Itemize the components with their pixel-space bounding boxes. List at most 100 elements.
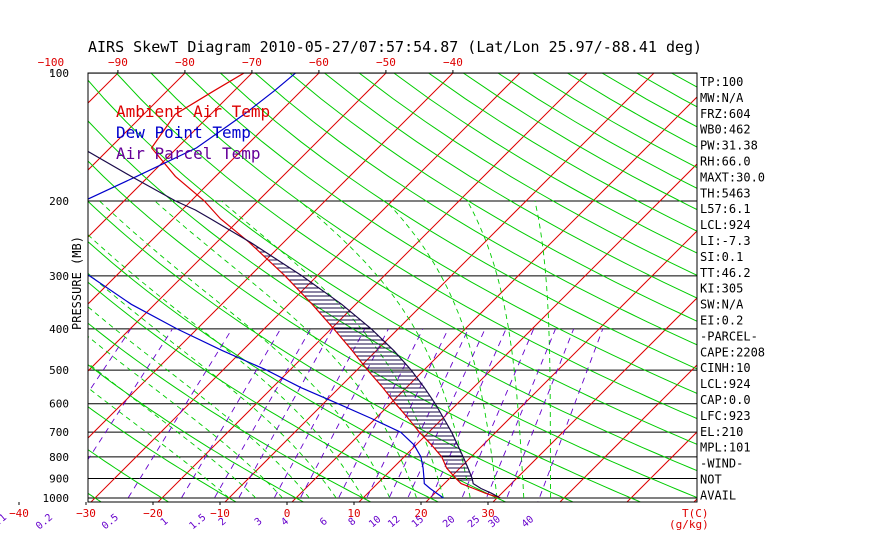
sounding-index-label: LCL:924 [700, 218, 751, 232]
dry-adiabat-line [88, 322, 372, 502]
mixing-ratio-line [336, 328, 424, 502]
mixing-ratio-tick-label: 0.2 [34, 512, 55, 532]
mixing-ratio-tick-label: 0.1 [0, 512, 9, 532]
dry-adiabat-line [88, 364, 305, 502]
mixing-ratio-line [297, 328, 389, 502]
moist-adiabat-line [88, 362, 257, 499]
dry-adiabat-line [393, 73, 697, 254]
dry-adiabat-line [463, 73, 697, 211]
isotherm-line [224, 73, 655, 502]
dry-adiabat-line [150, 73, 697, 420]
mixing-ratio-line [271, 328, 366, 502]
dry-adiabat-line [88, 492, 103, 502]
moist-adiabat-line [154, 200, 418, 499]
mixing-ratio-tick-label: 10 [367, 514, 383, 530]
moist-adiabat-line [88, 272, 337, 499]
mixing-ratio-line [88, 328, 132, 394]
top-temp-tick-label: −80 [175, 56, 195, 69]
parcel-temp-line [88, 150, 501, 499]
sounding-index-label: LCL:924 [700, 377, 751, 391]
bottom-temp-tick-label: −20 [143, 507, 163, 520]
legend-dew-point-temp: Dew Point Temp [116, 123, 251, 142]
pressure-tick-label: 300 [49, 270, 69, 283]
moist-adiabat-line [88, 387, 230, 499]
dry-adiabat-line [289, 73, 697, 322]
sounding-index-label: CAPE:2208 [700, 345, 765, 359]
top-temp-tick-label: −100 [38, 56, 65, 69]
mixing-ratio-line [484, 328, 556, 502]
sounding-index-label: SW:N/A [700, 298, 744, 312]
sounding-index-label: TT:46.2 [700, 266, 751, 280]
moist-adiabat-line [88, 306, 310, 499]
chart-title: AIRS SkewT Diagram 2010-05-27/07:57:54.8… [88, 38, 702, 56]
bottom-temp-tick-label: 20 [414, 507, 427, 520]
pressure-tick-label: 500 [49, 364, 69, 377]
top-temp-tick-label: −40 [443, 56, 463, 69]
legend-air-parcel-temp: Air Parcel Temp [116, 144, 261, 163]
dry-adiabat-line [88, 120, 697, 499]
dewpoint-line [88, 73, 444, 499]
mixing-ratio-line [211, 328, 311, 502]
isotherm-line [88, 73, 387, 372]
x-axis-label: T(C) [682, 507, 709, 520]
moist-adiabat-line [466, 200, 525, 499]
mixing-ratio-line [178, 328, 281, 502]
sounding-index-label: TP:100 [700, 75, 743, 89]
dry-adiabat-line [88, 79, 697, 472]
moist-adiabat-line [299, 200, 471, 499]
pressure-tick-label: 600 [49, 398, 69, 411]
mixing-ratio-tick-label: 20 [441, 514, 457, 530]
dry-adiabat-line [220, 73, 697, 370]
sounding-index-label: EL:210 [700, 425, 743, 439]
isotherm-line [88, 73, 454, 439]
bottom-temp-tick-label: 0 [284, 507, 291, 520]
bottom-temp-tick-label: 30 [481, 507, 494, 520]
sounding-index-label: FRZ:604 [700, 107, 751, 121]
dry-adiabat-line [88, 406, 237, 502]
isotherm-line [157, 73, 588, 502]
moist-adiabat-line [385, 200, 498, 499]
isotherm-line [88, 73, 320, 305]
bottom-temp-tick-label: −30 [76, 507, 96, 520]
isotherm-line [88, 73, 186, 171]
dry-adiabat-line [254, 73, 697, 346]
pressure-tick-label: 1000 [43, 492, 70, 505]
pressure-tick-label: 200 [49, 195, 69, 208]
mixing-ratio-tick-label: 1 [159, 516, 171, 528]
mixing-ratio-line [504, 328, 575, 502]
moist-adiabat-line [534, 200, 552, 498]
dry-adiabat-line [358, 73, 697, 276]
mixing-ratio-line [235, 328, 333, 502]
pressure-tick-label: 700 [49, 426, 69, 439]
isotherm-line [626, 431, 697, 502]
pressure-tick-label: 900 [49, 473, 69, 486]
mixing-ratio-tick-label: 6 [318, 516, 330, 528]
mixing-ratio-tick-label: 0.5 [100, 512, 121, 532]
y-axis-label: PRESSURE (MB) [70, 236, 84, 330]
sounding-index-label: CAP:0.0 [700, 393, 751, 407]
mixing-ratio-unit-label: (g/kg) [669, 518, 709, 531]
mixing-ratio-tick-label: 25 [466, 514, 482, 530]
mixing-ratio-tick-label: 8 [347, 516, 359, 528]
dry-adiabat-line [88, 160, 642, 502]
top-temp-tick-label: −70 [242, 56, 262, 69]
isotherm-line [0, 54, 3, 509]
mixing-ratio-tick-label: 40 [520, 514, 536, 530]
dry-adiabat-line [88, 281, 440, 502]
dry-adiabat-line [0, 73, 44, 509]
sounding-index-label: LI:-7.3 [700, 234, 751, 248]
sounding-index-label: NOT [700, 473, 722, 487]
sounding-index-label: AVAIL [700, 488, 736, 502]
mixing-ratio-tick-label: 12 [386, 514, 402, 530]
sounding-index-label: MW:N/A [700, 91, 744, 105]
top-temp-tick-label: −90 [108, 56, 128, 69]
sounding-index-label: RH:66.0 [700, 155, 751, 169]
sounding-index-label: -WIND- [700, 457, 743, 471]
legend-ambient-air-temp: Ambient Air Temp [116, 102, 270, 121]
plot-frame [87, 72, 698, 503]
isotherm-line [90, 73, 521, 502]
dry-adiabat-line [497, 73, 697, 189]
sounding-index-label: SI:0.1 [700, 250, 743, 264]
isotherm-line [492, 297, 697, 502]
